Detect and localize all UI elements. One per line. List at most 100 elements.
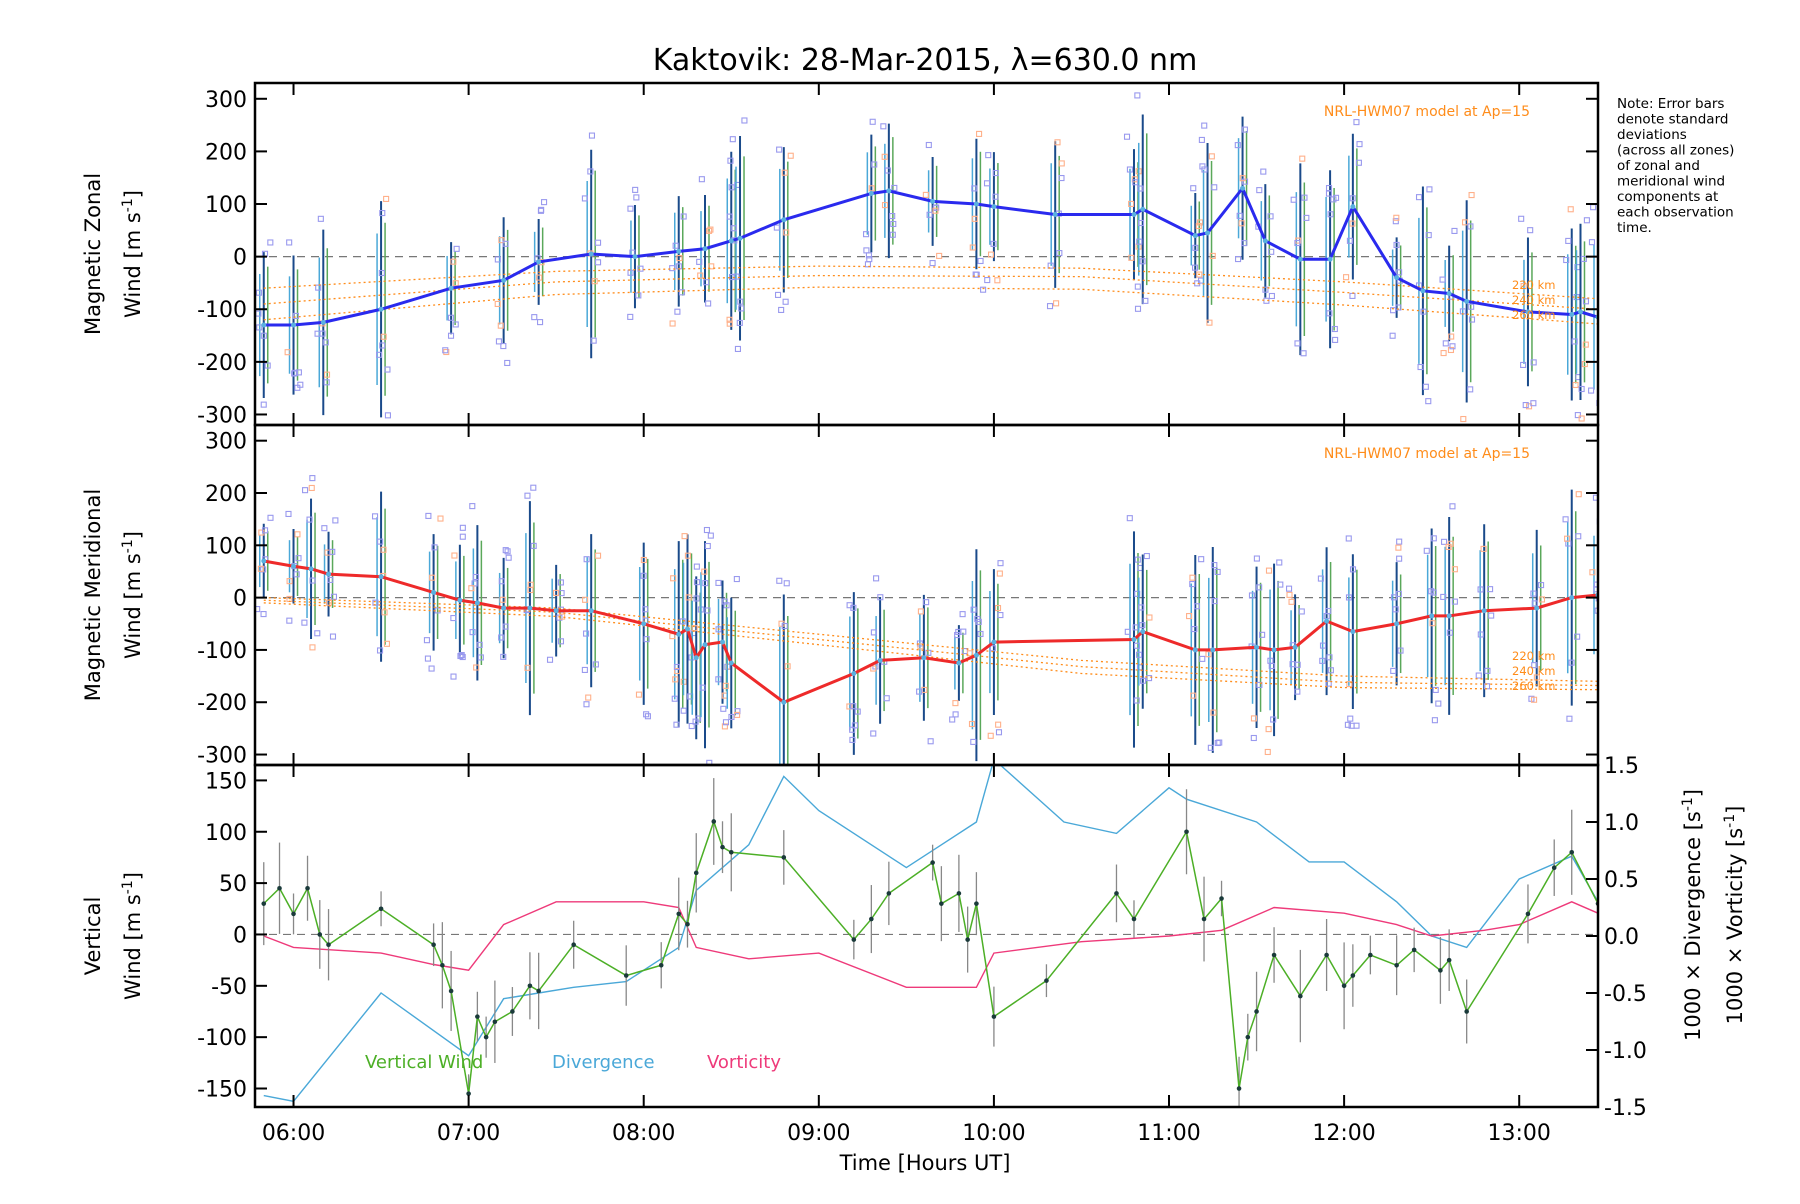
vertical-wind-point xyxy=(1394,962,1399,968)
zone-sample xyxy=(1487,586,1494,593)
plot-area xyxy=(255,765,1598,1107)
zone-sample xyxy=(1199,163,1206,170)
zone-sample xyxy=(301,619,308,626)
zone-sample xyxy=(1058,160,1065,167)
vertical-wind-point xyxy=(851,937,857,942)
vertical-wind-point xyxy=(440,962,445,968)
zone-sample xyxy=(1346,237,1353,244)
zone-sample xyxy=(1488,612,1495,619)
divergence-axis-label: 1000 × Divergence [s-1] xyxy=(1680,789,1705,1041)
zone-sample xyxy=(1446,629,1453,636)
data-point xyxy=(1052,212,1058,218)
data-point xyxy=(1131,636,1137,642)
zone-sample xyxy=(681,533,688,540)
zone-sample xyxy=(497,322,504,329)
zone-sample xyxy=(1133,697,1140,704)
zone-sample xyxy=(977,775,982,780)
zone-sample xyxy=(319,330,326,337)
zone-sample xyxy=(1568,659,1575,666)
zone-sample xyxy=(643,636,650,643)
y-tick-label: -100 xyxy=(197,1026,247,1051)
error-bars xyxy=(255,475,1598,780)
note-line: deviations xyxy=(1617,127,1687,143)
vorticity-axis-label: 1000 × Vorticity [s-1] xyxy=(1722,806,1747,1025)
zone-sample xyxy=(447,314,454,321)
vertical-wind-point xyxy=(510,1009,515,1014)
y-tick-label: -100 xyxy=(197,298,247,323)
zone-sample xyxy=(595,552,602,559)
zone-sample xyxy=(371,513,379,520)
vorticity-line xyxy=(263,901,1598,988)
zone-sample xyxy=(1575,491,1582,498)
zone-sample xyxy=(989,645,996,652)
zone-sample xyxy=(1389,332,1396,339)
data-point xyxy=(501,277,507,283)
zone-sample xyxy=(431,544,438,551)
vertical-wind-point xyxy=(939,901,944,906)
zone-sample xyxy=(1260,168,1267,175)
panel-frame xyxy=(253,763,1600,1109)
vertical-wind-point xyxy=(326,942,331,948)
data-point xyxy=(781,699,787,705)
zone-sample xyxy=(583,701,590,708)
zone-sample xyxy=(530,542,537,549)
zone-sample xyxy=(329,548,336,555)
zone-sample xyxy=(302,487,309,494)
zone-sample xyxy=(1211,562,1218,569)
zone-sample xyxy=(494,256,501,263)
data-point xyxy=(1481,608,1487,614)
zone-sample xyxy=(923,599,930,606)
zone-sample xyxy=(264,362,271,369)
zone-sample xyxy=(1193,603,1201,610)
vertical-wind-point xyxy=(728,849,734,855)
zone-sample xyxy=(685,594,692,601)
y-tick-label: 100 xyxy=(205,821,247,846)
zone-sample xyxy=(383,195,390,202)
zone-sample xyxy=(256,324,263,331)
zone-sample xyxy=(1468,192,1475,199)
zone-sample xyxy=(783,580,790,587)
zone-sample xyxy=(457,652,464,660)
zone-sample xyxy=(1198,136,1205,143)
zone-sample xyxy=(1432,686,1439,693)
zone-sample xyxy=(1442,340,1449,347)
data-point xyxy=(588,608,594,614)
zone-sample xyxy=(459,524,466,531)
zone-sample xyxy=(723,602,730,609)
note-line: meridional wind xyxy=(1617,174,1725,190)
zone-sample xyxy=(1319,657,1326,664)
zone-sample xyxy=(1451,566,1458,573)
zone-sample xyxy=(291,369,299,376)
zone-sample xyxy=(995,721,1002,728)
data-point xyxy=(261,558,267,564)
zone-sample xyxy=(1475,672,1482,679)
zone-sample xyxy=(1214,568,1221,575)
zone-sample xyxy=(423,637,430,644)
y-axis-label: Wind [m s-1] xyxy=(120,190,145,318)
zone-sample xyxy=(582,596,589,603)
zone-sample xyxy=(773,224,780,231)
model-line xyxy=(263,599,1598,687)
data-point xyxy=(930,198,936,204)
zone-sample xyxy=(1563,256,1570,264)
zone-sample xyxy=(698,176,705,183)
zone-sample xyxy=(997,560,1004,567)
data-point xyxy=(291,322,297,328)
zone-sample xyxy=(536,274,543,281)
zone-sample xyxy=(672,242,679,249)
note-line: time. xyxy=(1617,220,1652,236)
zone-sample xyxy=(1346,681,1353,688)
zone-sample xyxy=(322,339,329,346)
zone-sample xyxy=(1139,677,1147,684)
zone-sample xyxy=(1268,248,1275,255)
data-point xyxy=(693,655,699,661)
zone-sample xyxy=(267,514,274,521)
zone-sample xyxy=(552,589,560,596)
zone-sample xyxy=(1429,620,1436,627)
zone-sample xyxy=(1235,255,1242,263)
zone-sample xyxy=(1326,654,1333,661)
zone-sample xyxy=(1518,215,1525,222)
y-tick-label: -200 xyxy=(197,691,247,716)
zone-sample xyxy=(1134,590,1141,597)
zone-sample xyxy=(458,651,465,659)
